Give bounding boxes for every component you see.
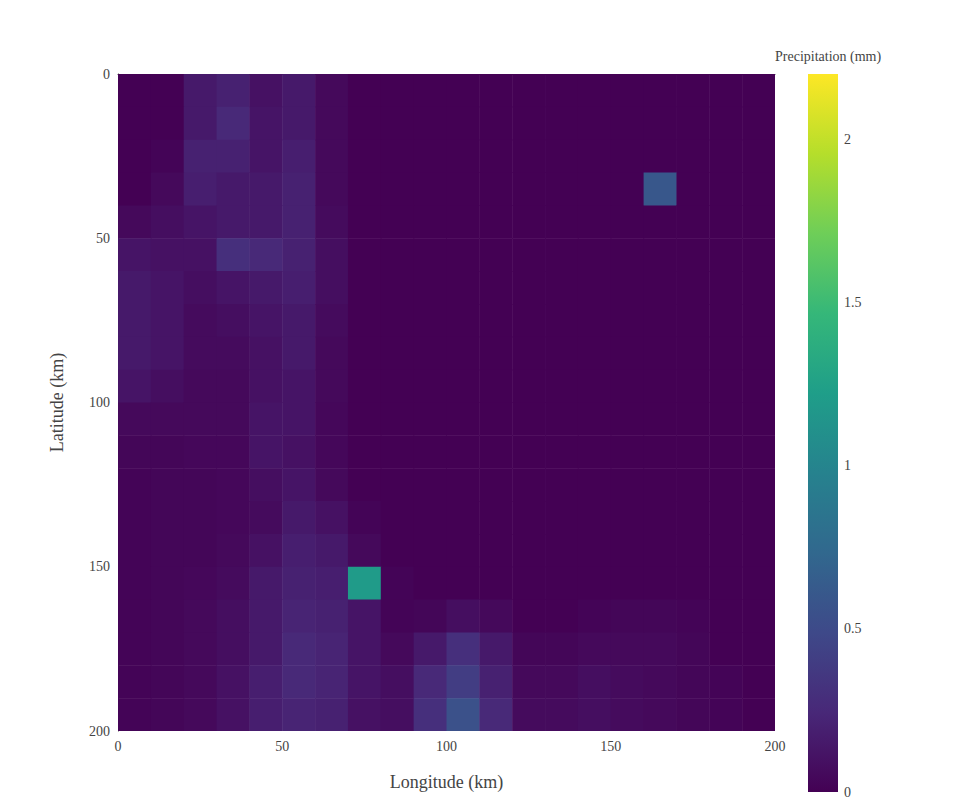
- svg-text:0: 0: [103, 67, 110, 82]
- svg-text:0: 0: [844, 785, 851, 800]
- svg-text:2: 2: [844, 132, 851, 147]
- svg-text:200: 200: [765, 739, 786, 754]
- svg-text:1.5: 1.5: [844, 295, 862, 310]
- svg-text:150: 150: [89, 559, 110, 574]
- svg-text:0: 0: [115, 739, 122, 754]
- svg-text:50: 50: [96, 231, 110, 246]
- svg-text:1: 1: [844, 458, 851, 473]
- svg-text:150: 150: [600, 739, 621, 754]
- svg-text:50: 50: [275, 739, 289, 754]
- svg-text:0.5: 0.5: [844, 621, 862, 636]
- svg-text:200: 200: [89, 724, 110, 739]
- svg-text:100: 100: [436, 739, 457, 754]
- svg-text:Longitude (km): Longitude (km): [390, 772, 503, 793]
- svg-text:Precipitation (mm): Precipitation (mm): [775, 49, 881, 65]
- svg-text:100: 100: [89, 395, 110, 410]
- svg-text:Latitude (km): Latitude (km): [47, 353, 68, 452]
